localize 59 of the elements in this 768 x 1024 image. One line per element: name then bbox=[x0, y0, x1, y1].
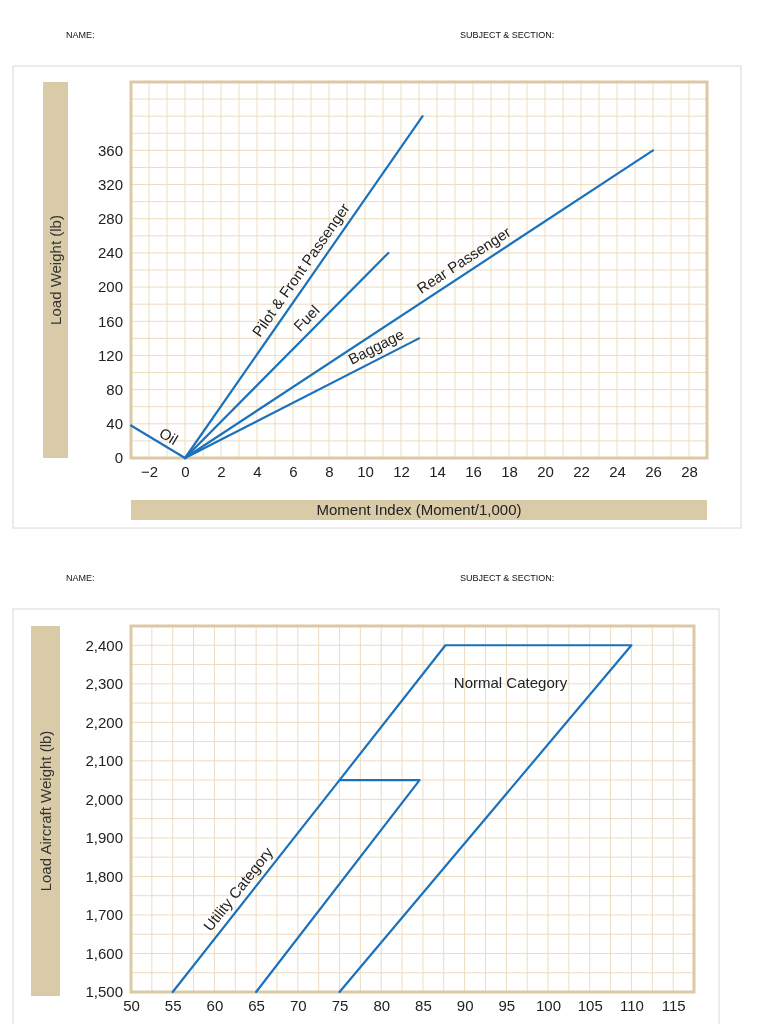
x-tick-label: 6 bbox=[289, 462, 298, 480]
y-tick-label: 2,400 bbox=[85, 636, 123, 654]
x-tick-label: 10 bbox=[357, 462, 374, 480]
y-tick-label: 120 bbox=[97, 346, 123, 364]
x-tick-label: 90 bbox=[456, 996, 474, 1014]
x-tick-label: 110 bbox=[619, 996, 644, 1014]
x-tick-label: 115 bbox=[661, 996, 686, 1014]
x-tick-label: 26 bbox=[645, 462, 662, 480]
x-axis-title: Moment Index (Moment/1,000) bbox=[316, 501, 522, 518]
y-axis-title: Load Weight (lb) bbox=[46, 215, 64, 325]
x-tick-label: 65 bbox=[248, 996, 265, 1014]
x-tick-label: 70 bbox=[289, 996, 307, 1014]
y-axis-title: Load Aircraft Weight (lb) bbox=[36, 730, 54, 892]
x-tick-label: 22 bbox=[573, 462, 590, 480]
y-tick-label: 1,700 bbox=[85, 906, 123, 924]
x-tick-label: 75 bbox=[331, 996, 349, 1014]
x-tick-label: 18 bbox=[501, 462, 518, 480]
x-tick-label: 24 bbox=[609, 462, 626, 480]
x-tick-label: 8 bbox=[325, 462, 334, 480]
x-tick-label: 2 bbox=[217, 462, 226, 480]
text: NAME: bbox=[66, 573, 95, 583]
text: SUBJECT & SECTION: bbox=[460, 30, 555, 40]
y-tick-label: 360 bbox=[97, 141, 123, 159]
y-tick-label: 160 bbox=[97, 312, 123, 330]
y-tick-label: 320 bbox=[97, 175, 123, 193]
text: Oil bbox=[156, 424, 182, 449]
y-tick-label: 1,500 bbox=[85, 983, 123, 1001]
x-tick-label: −2 bbox=[140, 462, 159, 480]
y-tick-label: 2,000 bbox=[85, 790, 123, 808]
x-tick-label: 95 bbox=[498, 996, 516, 1014]
x-tick-label: 12 bbox=[393, 462, 410, 480]
x-tick-label: 55 bbox=[164, 996, 182, 1014]
x-tick-label: 0 bbox=[181, 462, 190, 480]
y-tick-label: 1,800 bbox=[85, 867, 123, 885]
x-tick-label: 105 bbox=[577, 996, 603, 1014]
x-tick-label: 100 bbox=[536, 996, 562, 1014]
series-label: Normal Category bbox=[453, 674, 568, 692]
x-tick-label: 16 bbox=[465, 462, 482, 480]
y-tick-label: 0 bbox=[114, 449, 123, 467]
text: SUBJECT & SECTION: bbox=[460, 573, 555, 583]
y-tick-label: 1,600 bbox=[85, 944, 123, 962]
x-tick-label: 14 bbox=[429, 462, 446, 480]
y-tick-label: 200 bbox=[97, 278, 123, 296]
y-tick-label: 2,300 bbox=[85, 675, 123, 693]
text: NAME: bbox=[66, 30, 95, 40]
y-tick-label: 40 bbox=[106, 415, 123, 433]
x-tick-label: 50 bbox=[123, 996, 140, 1014]
y-tick-label: 280 bbox=[97, 210, 123, 228]
x-tick-label: 20 bbox=[537, 462, 554, 480]
y-tick-label: 1,900 bbox=[85, 829, 123, 847]
y-tick-label: 2,200 bbox=[85, 713, 123, 731]
x-tick-label: 28 bbox=[681, 462, 698, 480]
x-tick-label: 4 bbox=[253, 462, 262, 480]
x-tick-label: 80 bbox=[373, 996, 391, 1014]
y-tick-label: 80 bbox=[106, 380, 123, 398]
x-tick-label: 60 bbox=[206, 996, 224, 1014]
y-tick-label: 240 bbox=[97, 244, 123, 262]
x-tick-label: 85 bbox=[415, 996, 432, 1014]
y-tick-label: 2,100 bbox=[85, 752, 123, 770]
